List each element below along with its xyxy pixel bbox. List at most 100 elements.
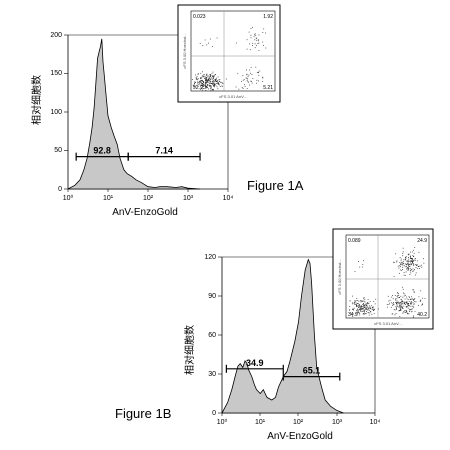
panel-a-inset-dot: [211, 83, 213, 84]
panel-a-inset-dot: [194, 83, 195, 84]
panel-b-inset-dot: [358, 312, 360, 314]
panel-b-inset-dot: [397, 293, 399, 294]
panel-b-inset-y-title: cFS 3.00 Hoechst...: [337, 259, 342, 294]
panel-a-inset-dot: [210, 86, 212, 88]
panel-b-inset-dot: [365, 303, 367, 305]
panel-b-inset-dot: [406, 301, 408, 303]
panel-b-inset-dot: [363, 297, 365, 298]
panel-b-inset-dot: [362, 313, 364, 315]
panel-b-inset-dot: [403, 305, 405, 307]
panel-b-inset-dot: [360, 307, 362, 309]
panel-b-inset-dot: [354, 271, 356, 272]
panel-b-inset-dot: [363, 305, 365, 307]
panel-b-inset-dot: [396, 304, 398, 306]
panel-a-inset-plot: [190, 10, 276, 92]
panel-b-inset-dot: [401, 301, 402, 303]
panel-b-inset-dot: [408, 299, 410, 300]
panel-a-inset-dot: [196, 78, 197, 80]
panel-a-inset-dot: [213, 84, 215, 85]
panel-a-inset-dot: [214, 86, 215, 88]
panel-b-inset-dot: [399, 269, 401, 271]
panel-a-inset-dot: [250, 34, 252, 36]
panel-a-inset-dot: [202, 81, 204, 82]
panel-a-inset-dot: [258, 80, 259, 82]
panel-a-inset-dot: [212, 88, 214, 90]
panel-a-inset-dot: [242, 75, 244, 77]
panel-a-inset-dot: [216, 80, 217, 82]
panel-a-inset-dot: [254, 43, 256, 45]
panel-b-inset-dot: [356, 303, 357, 305]
panel-b-inset-dot: [402, 261, 404, 262]
panel-a-inset-dot: [213, 81, 215, 82]
panel-b-inset-dot: [374, 308, 375, 310]
panel-b-ytick-label: 0: [212, 410, 216, 417]
panel-a-inset-dot: [200, 77, 202, 79]
panel-b-inset-dot: [397, 265, 399, 267]
panel-a-inset-dot: [197, 81, 199, 83]
panel-b-inset-dot: [367, 299, 369, 300]
panel-b-inset-dot: [416, 264, 417, 266]
panel-a-inset-dot: [197, 73, 199, 74]
panel-a-inset-dot: [254, 47, 256, 49]
panel-b-inset-dot: [392, 295, 393, 296]
panel-a-inset-dot: [211, 87, 212, 89]
panel-a-inset-dot: [206, 81, 208, 83]
panel-a-inset-dot: [257, 43, 259, 44]
panel-a-inset-dot: [218, 83, 220, 85]
panel-b-inset-dot: [396, 300, 398, 302]
panel-b-inset-dot: [413, 256, 415, 257]
panel-a-inset-dot: [249, 69, 251, 71]
panel-b-inset-dot: [409, 256, 411, 258]
panel-a-inset-dot: [263, 45, 264, 46]
panel-a-inset-dot: [248, 81, 249, 83]
panel-b-inset-dot: [370, 306, 371, 308]
panel-b-inset-dot: [398, 306, 400, 308]
panel-b-inset-dot: [410, 309, 411, 310]
panel-b-inset-dot: [420, 290, 422, 292]
panel-b-inset-dot: [361, 300, 363, 302]
panel-a-inset-x-title: cFS 3.01 AnV...: [219, 94, 246, 99]
panel-b-inset-dot: [413, 270, 415, 272]
panel-a-inset-dot: [210, 38, 211, 40]
panel-b-inset-dot: [356, 298, 358, 299]
panel-a-inset-dot: [214, 82, 215, 84]
panel-a-inset-dot: [205, 80, 207, 82]
panel-a-inset-dot: [257, 71, 259, 73]
panel-b-inset-dot: [363, 303, 364, 304]
panel-a-inset-dot: [216, 77, 217, 79]
panel-b-inset-dot: [369, 301, 371, 302]
panel-a-inset-dot: [205, 86, 206, 87]
panel-a-inset-dot: [258, 74, 260, 76]
panel-a-inset-dot: [210, 76, 211, 77]
panel-b-inset-dot: [407, 263, 408, 264]
panel-b-inset-dot: [410, 301, 412, 302]
panel-b-inset-dot: [399, 306, 401, 308]
panel-a-inset-dot: [205, 81, 207, 83]
panel-a-inset-dot: [211, 83, 212, 84]
panel-b-inset-dot: [361, 305, 362, 307]
panel-b-inset-dot: [388, 300, 390, 302]
panel-b-inset-dot: [367, 302, 369, 303]
panel-b-inset-dot: [359, 308, 361, 310]
panel-a-inset-dot: [194, 83, 195, 85]
panel-b-inset-dot: [410, 272, 412, 274]
panel-b-inset-dot: [354, 300, 356, 302]
panel-b-inset-dot: [363, 307, 365, 308]
panel-a-inset-dot: [259, 70, 261, 72]
panel-b-inset-dot: [410, 269, 412, 270]
panel-a-inset-dot: [257, 39, 259, 41]
panel-a-inset-dot: [214, 83, 216, 85]
panel-a-inset-dot: [205, 85, 206, 86]
panel-b-inset-dot: [412, 255, 414, 256]
panel-b-inset-dot: [398, 310, 400, 312]
panel-b-inset-dot: [407, 261, 409, 263]
panel-b-inset-dot: [399, 257, 401, 259]
panel-a-inset-dot: [215, 74, 216, 75]
panel-a-inset-dot: [248, 31, 250, 33]
panel-b-inset-dot: [409, 267, 411, 269]
panel-a-inset-dot: [210, 77, 212, 79]
panel-b-inset-dot: [356, 306, 358, 308]
panel-a-inset-dot: [217, 88, 219, 90]
panel-a-inset-dot: [205, 77, 207, 78]
